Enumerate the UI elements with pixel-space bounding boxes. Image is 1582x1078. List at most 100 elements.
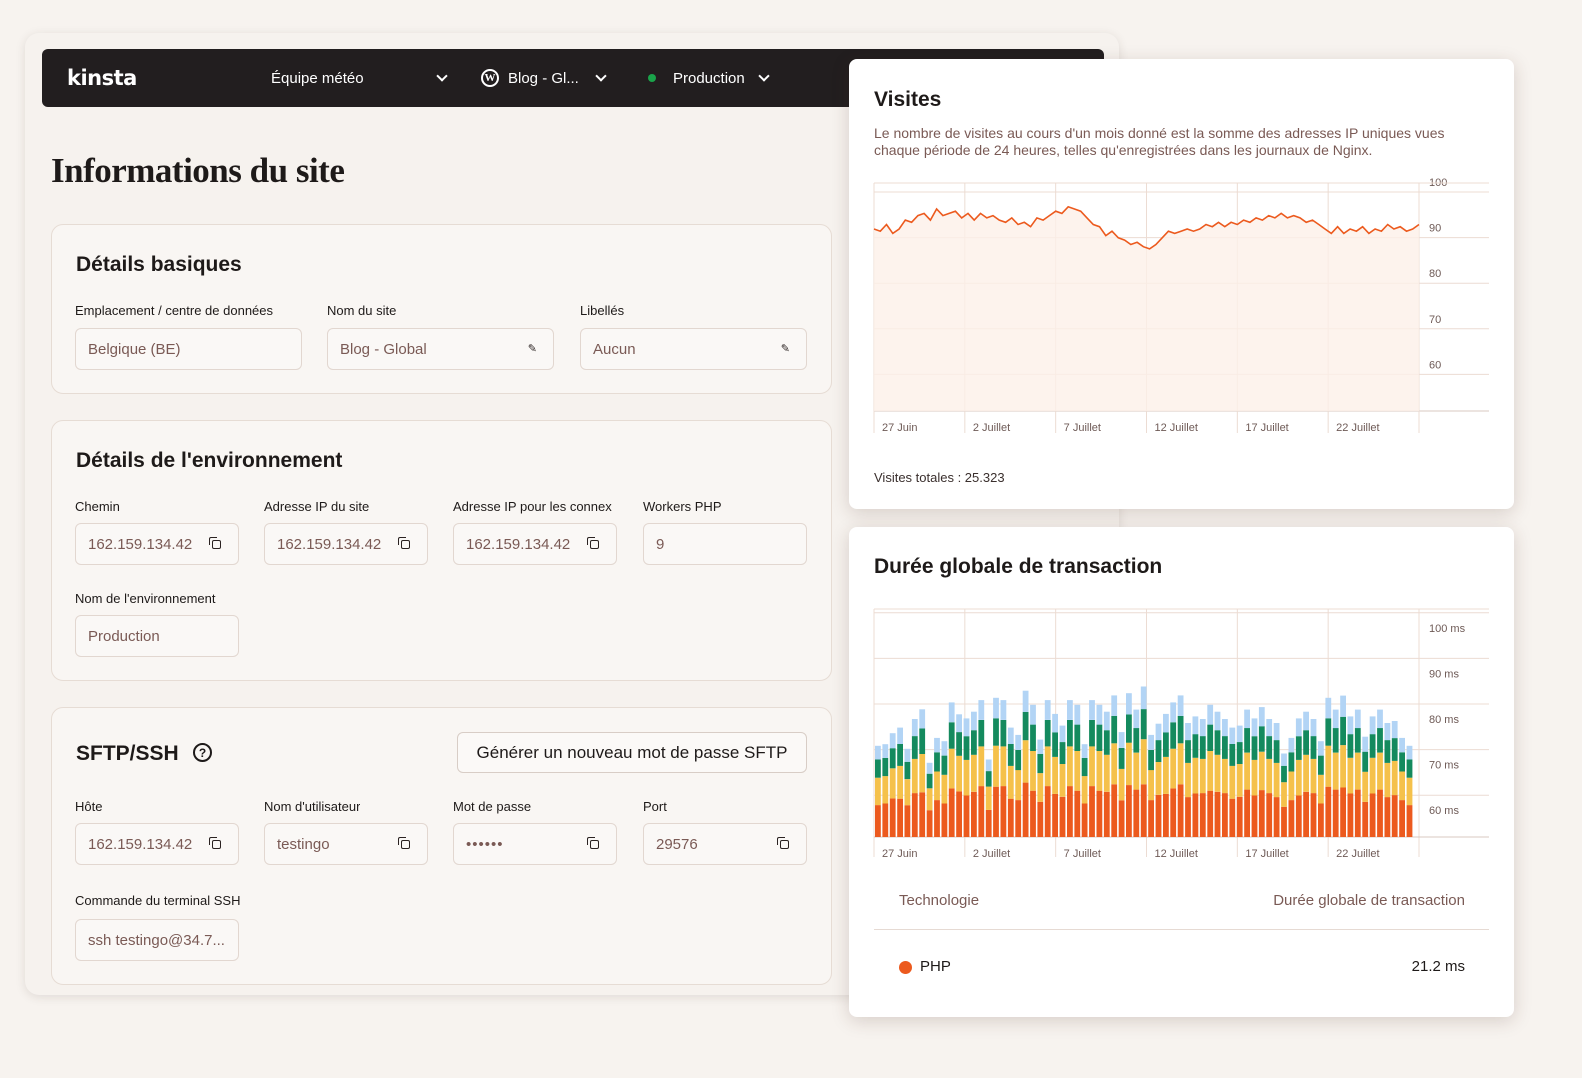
bar-segment: [993, 786, 999, 837]
bar-segment: [926, 773, 933, 789]
bar-segment: [1325, 718, 1332, 746]
bar-segment: [1126, 742, 1132, 785]
visits-description: Le nombre de visites au cours d'un mois …: [874, 125, 1445, 158]
environment-name-field[interactable]: Production: [75, 615, 239, 657]
bar-segment: [1148, 750, 1154, 771]
team-selector-label: Équipe météo: [271, 69, 364, 87]
copy-icon[interactable]: [398, 837, 410, 849]
bar-segment: [1074, 790, 1081, 837]
site-selector[interactable]: W Blog - Gl...: [481, 49, 607, 107]
bar-segment: [1295, 795, 1302, 837]
php-workers-field[interactable]: 9: [643, 523, 807, 565]
bar-segment: [956, 714, 962, 733]
bar-segment: [934, 800, 940, 837]
visits-series-line: [873, 205, 1420, 250]
environment-selector[interactable]: Production: [648, 49, 770, 107]
site-ip-field[interactable]: 162.159.134.42: [264, 523, 428, 565]
bar-segment: [1347, 716, 1354, 735]
bar-segment: [1369, 734, 1376, 758]
bar-segment: [1303, 791, 1309, 837]
bar-segment: [1362, 736, 1369, 752]
bar-segment: [1103, 791, 1110, 837]
sftp-ssh-title: SFTP/SSH: [76, 742, 179, 765]
bar-segment: [911, 793, 918, 837]
bar-segment: [1369, 793, 1376, 837]
bar-segment: [1332, 709, 1339, 729]
port-value: 29576: [656, 835, 698, 853]
bar-segment: [1244, 709, 1250, 729]
copy-icon[interactable]: [587, 837, 599, 849]
labels-field[interactable]: Aucun ✎: [580, 328, 807, 370]
bar-segment: [1037, 753, 1044, 774]
bar-segment: [1391, 721, 1398, 739]
edit-icon[interactable]: ✎: [527, 343, 537, 355]
copy-icon[interactable]: [398, 537, 410, 549]
bar-segment: [1362, 801, 1369, 837]
host-field[interactable]: 162.159.134.42: [75, 823, 239, 865]
bar-segment: [882, 744, 889, 758]
bar-segment: [1185, 797, 1191, 837]
bar-segment: [1384, 797, 1391, 837]
bar-segment: [1059, 725, 1066, 742]
password-field[interactable]: ••••••: [453, 823, 617, 865]
bar-segment: [1081, 757, 1088, 777]
bar-segment: [1096, 704, 1103, 725]
x-tick-label: 7 Juillet: [1064, 848, 1101, 860]
bar-segment: [1111, 784, 1118, 837]
bar-segment: [1399, 800, 1405, 837]
bar-segment: [985, 786, 992, 810]
bar-segment: [1015, 770, 1022, 801]
bar-segment: [1266, 758, 1273, 794]
location-field[interactable]: Belgique (BE): [75, 328, 302, 370]
bar-segment: [1207, 704, 1214, 725]
bar-segment: [993, 697, 999, 719]
generate-sftp-password-button[interactable]: Générer un nouveau mot de passe SFTP: [457, 732, 807, 773]
bar-segment: [948, 702, 955, 723]
bar-segment: [1007, 798, 1014, 837]
labels-value: Aucun: [593, 340, 636, 358]
bar-segment: [963, 736, 970, 760]
bar-segment: [1258, 707, 1265, 727]
bar-segment: [1044, 720, 1051, 747]
bar-segment: [1118, 747, 1125, 769]
bar-segment: [904, 805, 911, 837]
bar-segment: [875, 759, 881, 778]
bar-segment: [1391, 738, 1398, 761]
site-name-field[interactable]: Blog - Global ✎: [327, 328, 554, 370]
path-field[interactable]: 162.159.134.42: [75, 523, 239, 565]
edit-icon[interactable]: ✎: [780, 343, 790, 355]
bar-segment: [1185, 762, 1191, 798]
x-tick-label: 27 Juin: [882, 848, 917, 860]
path-label: Chemin: [75, 499, 120, 514]
bar-segment: [882, 757, 889, 777]
bar-segment: [1281, 806, 1287, 837]
username-field[interactable]: testingo: [264, 823, 428, 865]
connection-ip-field[interactable]: 162.159.134.42: [453, 523, 617, 565]
help-icon[interactable]: ?: [193, 743, 212, 762]
bar-segment: [1030, 751, 1036, 791]
bar-segment: [1340, 745, 1346, 788]
team-selector[interactable]: Équipe météo: [271, 49, 451, 107]
y-tick-label: 90 ms: [1429, 668, 1459, 680]
port-field[interactable]: 29576: [643, 823, 807, 865]
copy-icon[interactable]: [777, 837, 789, 849]
copy-icon[interactable]: [209, 837, 221, 849]
bar-segment: [875, 777, 881, 806]
bar-segment: [1000, 786, 1007, 837]
bar-segment: [1362, 751, 1369, 772]
page-title: Informations du site: [51, 151, 345, 190]
bar-segment: [911, 719, 918, 737]
bar-segment: [1126, 714, 1132, 743]
bar-segment: [1288, 737, 1295, 753]
bar-segment: [963, 795, 970, 837]
bar-segment: [1332, 752, 1339, 790]
copy-icon[interactable]: [209, 537, 221, 549]
bar-segment: [1384, 723, 1391, 741]
bar-segment: [948, 788, 955, 837]
bar-segment: [1347, 793, 1354, 837]
bar-segment: [1340, 716, 1346, 746]
ssh-command-field[interactable]: ssh testingo@34.7...: [75, 919, 239, 961]
copy-icon[interactable]: [587, 537, 599, 549]
bar-segment: [1133, 728, 1140, 753]
